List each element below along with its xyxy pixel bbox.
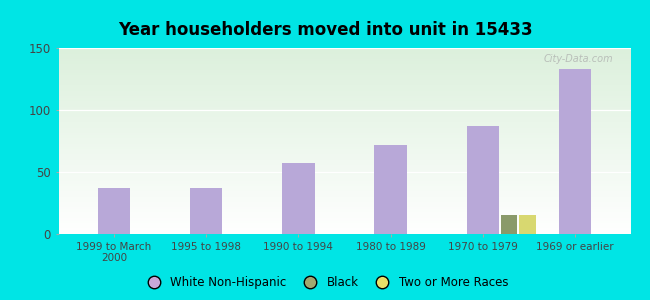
Bar [519, 215, 536, 234]
Bar [282, 163, 315, 234]
Bar [98, 188, 130, 234]
Bar [559, 69, 592, 234]
Text: City-Data.com: City-Data.com [543, 54, 614, 64]
Bar [190, 188, 222, 234]
Bar [374, 145, 407, 234]
Text: Year householders moved into unit in 15433: Year householders moved into unit in 154… [118, 21, 532, 39]
Legend: White Non-Hispanic, Black, Two or More Races: White Non-Hispanic, Black, Two or More R… [137, 272, 513, 294]
Bar [467, 126, 499, 234]
Bar [501, 215, 517, 234]
